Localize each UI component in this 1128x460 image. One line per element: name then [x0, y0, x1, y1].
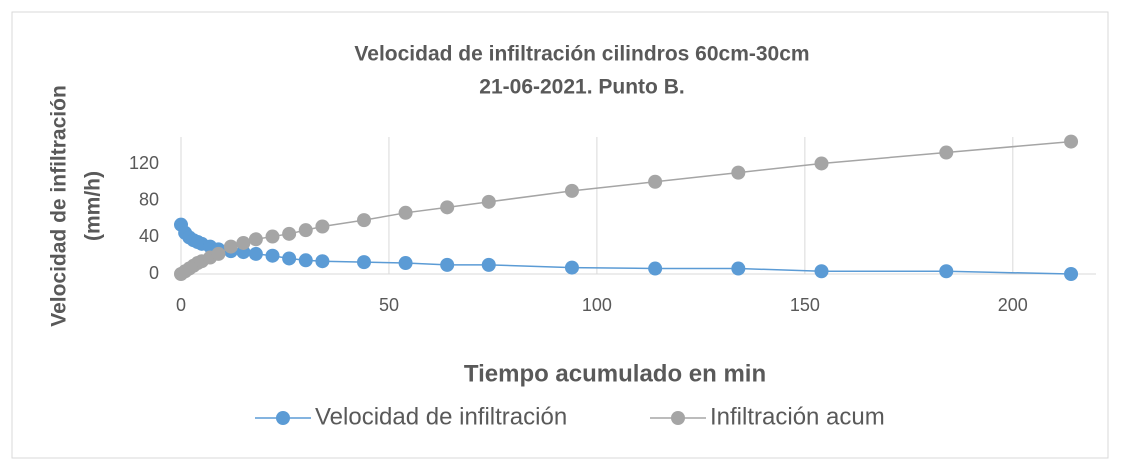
legend-label: Velocidad de infiltración — [315, 403, 567, 430]
data-point — [1064, 134, 1079, 149]
data-point — [298, 223, 313, 238]
data-point — [440, 200, 455, 215]
x-tick-label: 0 — [176, 295, 186, 315]
data-point — [248, 246, 263, 261]
data-point — [440, 257, 455, 272]
data-point — [282, 226, 297, 241]
data-point — [814, 156, 829, 171]
x-tick-label: 100 — [582, 295, 612, 315]
data-point — [648, 174, 663, 189]
data-point — [236, 235, 251, 250]
data-point — [298, 253, 313, 268]
data-point — [814, 264, 829, 279]
legend-label: Infiltración acum — [710, 403, 885, 430]
x-tick-label: 150 — [790, 295, 820, 315]
y-axis-label: Velocidad de infiltración — [48, 85, 71, 327]
data-point — [731, 165, 746, 180]
data-point — [248, 232, 263, 247]
data-point — [564, 183, 579, 198]
data-point — [357, 213, 371, 228]
data-point — [1064, 267, 1079, 281]
y-tick-label: 40 — [139, 226, 159, 246]
data-point — [939, 264, 954, 279]
y-tick-label: 80 — [139, 190, 159, 210]
legend-marker — [671, 411, 685, 425]
chart-title: 21-06-2021. Punto B. — [479, 76, 684, 99]
y-tick-label: 0 — [149, 263, 159, 283]
data-point — [481, 257, 496, 272]
data-point — [223, 239, 238, 254]
y-axis-label: (mm/h) — [82, 171, 105, 241]
data-point — [211, 246, 226, 261]
data-point — [648, 261, 663, 276]
data-point — [939, 145, 954, 160]
x-tick-label: 200 — [998, 295, 1028, 315]
data-point — [398, 256, 413, 271]
data-point — [315, 254, 330, 269]
chart-title: Velocidad de infiltración cilindros 60cm… — [354, 43, 809, 66]
data-point — [481, 194, 496, 209]
x-axis-label: Tiempo acumulado en min — [464, 360, 766, 387]
y-tick-label: 120 — [129, 153, 159, 173]
data-point — [398, 205, 413, 220]
data-point — [265, 229, 280, 244]
data-point — [357, 255, 371, 270]
legend-marker — [276, 411, 290, 425]
data-point — [265, 248, 280, 263]
data-point — [282, 251, 297, 266]
data-point — [564, 260, 579, 275]
data-point — [731, 261, 746, 276]
data-point — [315, 219, 330, 234]
x-tick-label: 50 — [379, 295, 399, 315]
